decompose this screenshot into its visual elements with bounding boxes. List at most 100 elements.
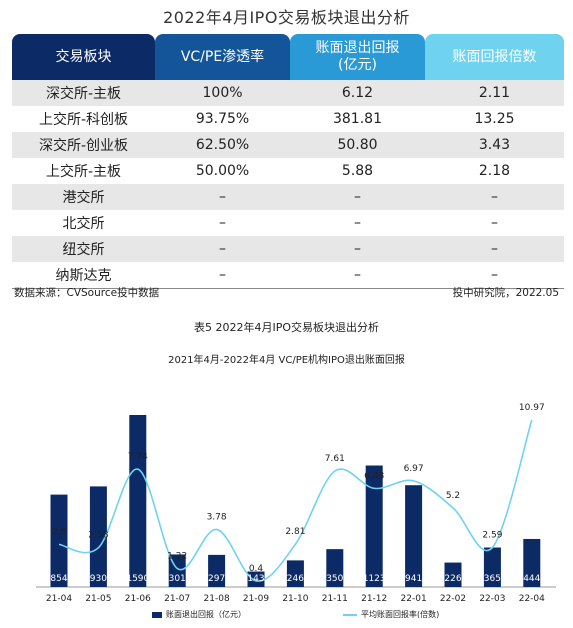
line-series-return-multiple [58, 419, 533, 582]
x-tick-label: 22-02 [440, 594, 466, 604]
table-row: 深交所-创业板 62.50% 50.80 3.43 [12, 132, 564, 158]
table-cell: – [219, 215, 227, 231]
bar-22-01 [405, 485, 423, 587]
column-header-board: 交易板块 [12, 34, 156, 80]
x-tick-label: 21-09 [243, 594, 269, 604]
legend-line-swatch [343, 613, 357, 616]
line-value-label: 10.97 [519, 403, 545, 413]
table-cell: – [290, 236, 425, 262]
table-cell: 深交所-主板 [12, 80, 156, 106]
line-value-label: 7.74 [128, 452, 148, 462]
table-cell: 381.81 [332, 111, 382, 127]
bar-value-label: 444 [523, 574, 540, 584]
bar-21-12 [365, 465, 383, 587]
table-cell: 纳斯达克 [12, 262, 156, 289]
legend-bar-swatch [152, 611, 162, 618]
x-tick-label: 21-11 [322, 594, 348, 604]
x-tick-label: 21-08 [204, 594, 230, 604]
chart-title: 2021年4月-2022年4月 VC/PE机构IPO退出账面回报 [168, 355, 405, 366]
bar-21-04 [50, 494, 68, 587]
bar-value-label: 930 [90, 574, 107, 584]
table-cell: – [155, 236, 290, 262]
table-cell: 北交所 [62, 216, 105, 232]
bar-value-label: 226 [444, 574, 461, 584]
table-cell: – [424, 262, 564, 289]
legend-line-label: 平均账面回报率(倍数) [361, 610, 440, 619]
table-cell: 上交所-科创板 [38, 112, 129, 128]
bar-22-03 [483, 547, 501, 587]
table-cell: 2.11 [424, 80, 564, 106]
line-value-label: 2.58 [88, 531, 108, 541]
table-cell: – [490, 215, 498, 231]
table-row: 上交所-主板 50.00% 5.88 2.18 [12, 158, 564, 184]
table-row: 港交所 – – – [12, 184, 564, 210]
table-cell: 深交所-创业板 [12, 132, 156, 158]
table-cell: 62.50% [155, 132, 290, 158]
line-value-label: 6.97 [404, 464, 424, 474]
x-tick-label: 22-01 [401, 594, 427, 604]
table-row: 纳斯达克 – – – [12, 262, 564, 289]
bar-value-label: 297 [208, 574, 225, 584]
table-cell: – [290, 262, 425, 289]
source-note: 数据来源：CVSource投中数据 [14, 287, 160, 299]
institute-note: 投中研究院，2022.05 [452, 287, 559, 299]
table-cell: 50.80 [290, 132, 425, 158]
table-cell: 上交所-主板 [45, 164, 122, 180]
table-cell: 13.25 [474, 111, 515, 127]
table-cell: – [424, 236, 564, 262]
bar-value-label: 246 [287, 574, 304, 584]
page-title: 2022年4月IPO交易板块退出分析 [163, 8, 410, 27]
column-header-exit-return: 账面退出回报 (亿元) [290, 34, 425, 80]
x-tick-label: 21-04 [46, 594, 72, 604]
line-value-label: 2.81 [285, 527, 305, 537]
bar-22-02 [444, 562, 462, 587]
bar-21-08 [208, 554, 226, 587]
table-row: 上交所-科创板 93.75% 381.81 13.25 [12, 106, 564, 132]
column-header-penetration: VC/PE渗透率 [155, 34, 290, 80]
table-cell: – [155, 262, 290, 289]
line-value-label: 0.4 [249, 564, 264, 574]
line-value-label: 7.61 [325, 454, 345, 464]
bar-value-label: 350 [326, 574, 343, 584]
line-value-label: 3.78 [207, 512, 227, 522]
line-value-label: 5.2 [446, 491, 460, 501]
exit-return-header-text: 账面退出回报 (亿元) [315, 40, 400, 73]
bar-21-09 [247, 571, 265, 587]
x-tick-label: 22-04 [519, 594, 545, 604]
table-cell: – [290, 184, 425, 210]
bar-value-label: 301 [169, 574, 186, 584]
legend-bar: 账面退出回报（亿元） [152, 609, 246, 620]
line-value-label: 6.48 [364, 471, 384, 481]
x-tick-label: 21-06 [125, 594, 151, 604]
bar-value-label: 143 [247, 574, 264, 584]
bar-22-04 [523, 538, 541, 587]
x-tick-label: 21-10 [282, 594, 308, 604]
table-cell: – [155, 184, 290, 210]
table-header-row: 交易板块 VC/PE渗透率 账面退出回报 (亿元) 账面回报倍数 [12, 34, 564, 80]
table-cell: 50.00% [195, 163, 250, 179]
bar-value-label: 854 [50, 574, 67, 584]
x-tick-label: 21-12 [361, 594, 387, 604]
table-cell: – [424, 184, 564, 210]
line-value-label: 2.59 [482, 531, 502, 541]
bar-21-05 [89, 486, 107, 587]
table-cell: 93.75% [195, 111, 250, 127]
table-row: 北交所 – – – [12, 210, 564, 236]
exit-table: 交易板块 VC/PE渗透率 账面退出回报 (亿元) 账面回报倍数 深交所-主板 1… [12, 34, 564, 289]
table-caption: 表5 2022年4月IPO交易板块退出分析 [193, 321, 380, 334]
bar-value-label: 1123 [363, 574, 386, 584]
table-cell: 纽交所 [12, 236, 156, 262]
table-row: 深交所-主板 100% 6.12 2.11 [12, 80, 564, 106]
line-value-label: 1.22 [167, 551, 187, 561]
bar-value-label: 365 [484, 574, 501, 584]
table-cell: 6.12 [290, 80, 425, 106]
table-row: 纽交所 – – – [12, 236, 564, 262]
table-cell: 港交所 [12, 184, 156, 210]
table-cell: 5.88 [341, 163, 374, 179]
bar-21-06 [129, 415, 147, 587]
column-header-return-multiple: 账面回报倍数 [424, 34, 564, 80]
bar-21-10 [286, 560, 304, 587]
table-cell: – [353, 215, 361, 231]
x-tick-label: 22-03 [479, 594, 505, 604]
